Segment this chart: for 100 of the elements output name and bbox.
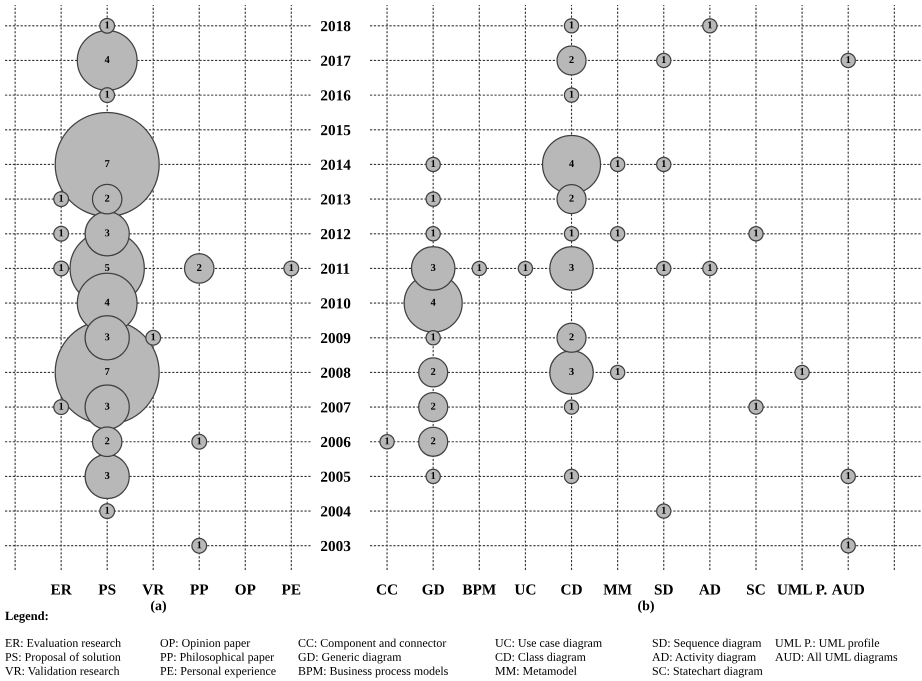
- x-tick-label: CD: [561, 584, 582, 595]
- text: MM: Metamodel: [495, 666, 577, 676]
- annotation: 3: [430, 264, 436, 272]
- annotation: 1: [570, 90, 574, 98]
- x-axis-title: (a): [151, 600, 166, 614]
- annotation: 1: [151, 333, 156, 340]
- text: AUD: All UML diagrams: [775, 652, 898, 664]
- annotation: 1: [708, 264, 712, 271]
- x-tick-label: AUD: [832, 584, 864, 595]
- y-tick-label: 2016: [320, 90, 350, 101]
- y-tick-label: 2007: [320, 402, 351, 413]
- annotation: 1: [662, 506, 666, 514]
- annotation: 2: [431, 402, 436, 410]
- annotation: 1: [662, 56, 666, 63]
- annotation: 1: [846, 56, 850, 63]
- y-tick-label: 2008: [320, 368, 350, 378]
- y-tick-label: 2004: [320, 506, 351, 517]
- x-tick-label: UML P.: [777, 584, 827, 595]
- y-tick-label: 2013: [320, 194, 350, 205]
- annotation: 4: [569, 160, 574, 167]
- y-tick-label: 2012: [320, 228, 350, 240]
- text: SC: Statechart diagram: [652, 666, 763, 678]
- y-tick-label: 2011: [320, 264, 350, 274]
- y-tick-label: 2006: [320, 436, 350, 448]
- annotation: 2: [569, 333, 574, 340]
- x-tick-label: SC: [747, 584, 765, 595]
- y-tick-label: 2015: [320, 124, 350, 136]
- x-tick-label: GD: [422, 584, 444, 595]
- y-tick-label: 2018: [320, 20, 350, 32]
- text: OP: Opinion paper: [160, 638, 250, 650]
- annotation: 1: [431, 333, 436, 340]
- annotation: 1: [662, 264, 666, 271]
- annotation: 3: [104, 229, 110, 236]
- annotation: 1: [197, 437, 202, 444]
- annotation: 2: [431, 437, 436, 444]
- annotation: 3: [569, 264, 574, 272]
- annotation: 2: [105, 437, 110, 444]
- annotation: 1: [570, 21, 574, 28]
- text: BPM: Business process models: [298, 666, 448, 678]
- text: UC: Use case diagram: [495, 638, 602, 650]
- annotation: 1: [754, 229, 758, 236]
- text: PE: Personal experience: [160, 666, 276, 678]
- annotation: 1: [616, 368, 620, 375]
- annotation: 2: [197, 264, 202, 271]
- x-tick-label: ER: [50, 584, 72, 594]
- annotation: 5: [104, 264, 110, 272]
- x-tick-label: UC: [514, 584, 536, 595]
- x-tick-label: AD: [698, 584, 720, 595]
- annotation: 2: [105, 194, 110, 202]
- annotation: 4: [104, 298, 110, 306]
- x-tick-label: BPM: [462, 584, 496, 595]
- annotation: 1: [431, 194, 436, 202]
- text: GD: Generic diagram: [298, 652, 402, 664]
- annotation: 3: [104, 333, 110, 340]
- annotation: 1: [59, 264, 64, 271]
- annotation: 3: [569, 368, 574, 376]
- x-tick-label: VR: [142, 584, 164, 595]
- annotation: 1: [570, 472, 574, 479]
- annotation: 1: [800, 368, 804, 375]
- annotation: 1: [524, 264, 528, 271]
- text: AD: Activity diagram: [652, 652, 756, 664]
- annotation: 4: [430, 298, 436, 306]
- annotation: 1: [105, 21, 110, 28]
- y-tick-label: 2010: [320, 298, 350, 309]
- x-tick-label: SD: [654, 584, 673, 595]
- annotation: 1: [478, 264, 482, 271]
- annotation: 1: [59, 229, 64, 236]
- annotation: 1: [616, 160, 620, 167]
- x-tick-label: PE: [282, 584, 300, 594]
- annotation: 1: [570, 229, 574, 236]
- text: UML P.: UML profile: [775, 638, 880, 650]
- x-tick-label: MM: [603, 584, 632, 594]
- x-axis-title: (b): [638, 600, 654, 614]
- annotation: 1: [708, 21, 712, 28]
- annotation: 2: [569, 194, 574, 202]
- annotation: 3: [104, 402, 110, 410]
- annotation: 1: [105, 90, 110, 98]
- annotation: 1: [616, 229, 620, 236]
- x-tick-label: OP: [235, 584, 256, 595]
- annotation: 7: [105, 368, 110, 375]
- text: PP: Philosophical paper: [160, 652, 274, 664]
- annotation: 1: [431, 160, 436, 167]
- annotation: 1: [846, 541, 850, 548]
- x-tick-label: CC: [376, 584, 397, 595]
- y-tick-label: 2003: [320, 540, 350, 552]
- text: ER: Evaluation research: [5, 638, 121, 648]
- y-tick-label: 2009: [320, 332, 350, 344]
- y-tick-label: 2014: [320, 160, 351, 170]
- annotation: 1: [431, 229, 436, 236]
- text: Legend:: [5, 611, 48, 623]
- y-tick-label: 2005: [320, 472, 350, 482]
- annotation: 1: [59, 194, 64, 202]
- annotation: 1: [570, 402, 574, 410]
- annotation: 7: [105, 160, 110, 167]
- annotation: 2: [569, 56, 574, 63]
- annotation: 1: [431, 472, 436, 479]
- x-tick-label: PP: [190, 584, 208, 594]
- annotation: 2: [431, 368, 436, 375]
- annotation: 1: [59, 402, 64, 410]
- text: PS: Proposal of solution: [5, 652, 121, 664]
